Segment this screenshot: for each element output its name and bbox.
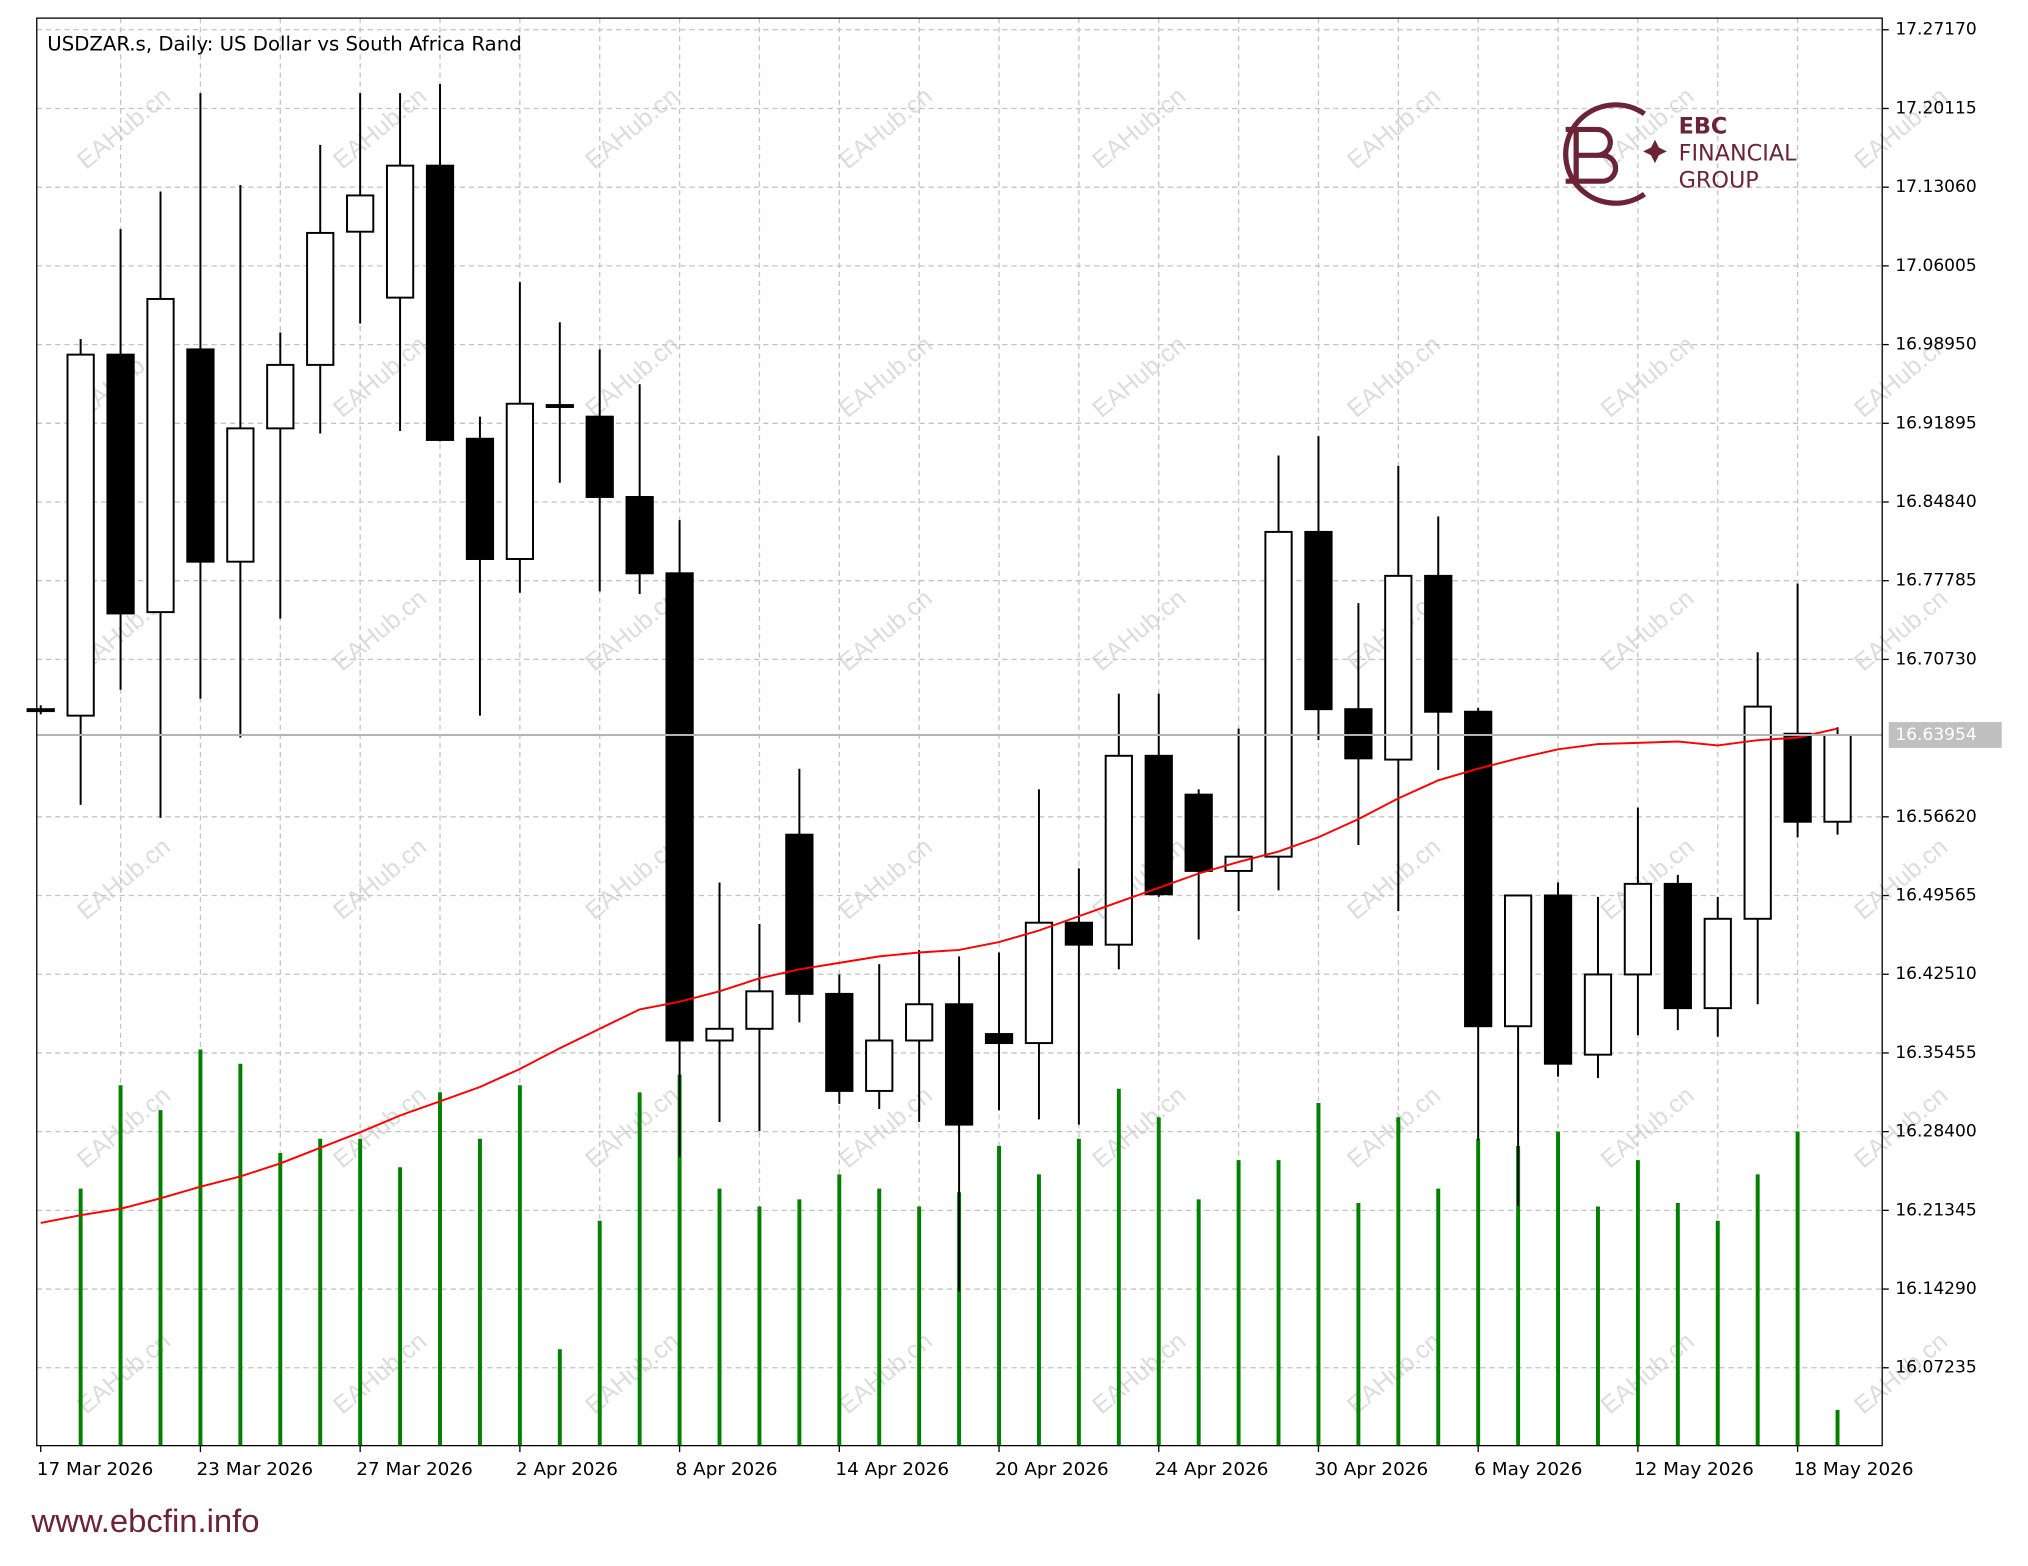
candle-body [106, 353, 135, 615]
y-tick-label: 16.77785 [1895, 570, 1976, 590]
y-tick-label: 16.91895 [1895, 412, 1976, 432]
candle-body [66, 353, 95, 717]
y-tick-label: 17.06005 [1895, 255, 1976, 275]
x-tick-label: 18 May 2026 [1794, 1459, 1914, 1480]
candle-body [1583, 973, 1613, 1056]
y-tick-label: 16.42510 [1895, 963, 1976, 983]
y-tick-label: 16.98950 [1895, 334, 1976, 354]
logo: EBC FINANCIAL GROUP [1563, 102, 1798, 206]
candle-body [585, 415, 614, 498]
moving-average [40, 727, 1838, 1224]
candle-body [1424, 574, 1453, 713]
y-tick-label: 16.21345 [1895, 1199, 1976, 1219]
y-tick-label: 16.14290 [1895, 1278, 1976, 1298]
candle-body [1503, 894, 1533, 1028]
candle-body [1743, 705, 1772, 920]
candle-body [146, 297, 175, 614]
candle-body [425, 164, 455, 441]
logo-star [1643, 139, 1667, 164]
x-tick-label: 24 Apr 2026 [1155, 1459, 1269, 1480]
candle-body [1344, 708, 1373, 760]
candle-body [266, 363, 295, 430]
x-tick-label: 17 Mar 2026 [37, 1459, 154, 1480]
candle-body [346, 194, 375, 233]
x-tick-label: 8 Apr 2026 [676, 1459, 778, 1480]
candle-body [944, 1003, 974, 1126]
candle-body [465, 437, 495, 560]
candle-body [26, 708, 55, 713]
candle-body [1464, 710, 1493, 1028]
y-tick-label: 16.28400 [1895, 1121, 1976, 1141]
candle-body [1543, 894, 1573, 1065]
footer-url: www.ebcfin.info [31, 1502, 260, 1539]
y-tick-label: 16.35455 [1895, 1042, 1976, 1062]
x-tick-label: 30 Apr 2026 [1315, 1459, 1429, 1480]
x-tick-label: 20 Apr 2026 [995, 1459, 1109, 1480]
x-tick-label: 12 May 2026 [1634, 1459, 1754, 1480]
candle-body [1144, 754, 1173, 896]
candle-body [665, 572, 694, 1042]
candle-body [1304, 530, 1333, 711]
y-tick-label: 17.20115 [1895, 98, 1976, 118]
logo-text: GROUP [1679, 168, 1759, 194]
candle-body [1663, 882, 1692, 1010]
x-tick-label: 6 May 2026 [1474, 1459, 1582, 1480]
candle-body [1184, 793, 1213, 872]
candle-body [1264, 530, 1293, 858]
logo-mark [1565, 126, 1619, 184]
candle-body [984, 1033, 1014, 1045]
candle-body [1064, 921, 1094, 946]
candle-body [186, 348, 215, 563]
candle-body [1823, 734, 1852, 823]
candle-body [745, 990, 774, 1030]
x-tick-label: 23 Mar 2026 [196, 1459, 313, 1480]
y-tick-label: 16.07235 [1895, 1357, 1976, 1377]
y-tick-label: 16.56620 [1895, 806, 1976, 826]
last-price-box [1888, 722, 2002, 748]
candle-body [385, 164, 415, 299]
candle-body [1104, 754, 1133, 946]
candle-body [625, 496, 654, 575]
candle-body [865, 1039, 894, 1092]
candle-body [1783, 732, 1812, 823]
y-tick-label: 16.84840 [1895, 491, 1976, 511]
plot-frame [36, 17, 1883, 1447]
candle-body [226, 427, 255, 563]
y-tick-label: 17.27170 [1895, 19, 1976, 39]
y-tick-label: 16.49565 [1895, 885, 1976, 905]
candle-body [825, 992, 854, 1092]
candle-body [1703, 917, 1732, 1010]
x-tick-label: 27 Mar 2026 [356, 1459, 473, 1480]
y-tick-label: 17.13060 [1895, 176, 1976, 196]
candle-body [306, 231, 335, 366]
candle-body [545, 404, 574, 408]
x-tick-label: 14 Apr 2026 [835, 1459, 949, 1480]
candle-body [905, 1003, 934, 1042]
logo-text: FINANCIAL [1679, 141, 1798, 167]
candle-body [1384, 574, 1413, 761]
chart-title: USDZAR.s, Daily: US Dollar vs South Afri… [47, 33, 521, 56]
candle-body [1024, 921, 1054, 1045]
logo-text: EBC [1679, 113, 1728, 139]
candle-body [705, 1027, 734, 1042]
y-tick-label: 16.70730 [1895, 648, 1976, 668]
candle-body [505, 402, 534, 560]
plot: 16.63954 [26, 84, 2002, 1446]
last-price-label: 16.63954 [1895, 724, 1976, 744]
candle-body [1623, 882, 1653, 976]
x-tick-label: 2 Apr 2026 [516, 1459, 618, 1480]
logo-ring [1563, 102, 1646, 206]
